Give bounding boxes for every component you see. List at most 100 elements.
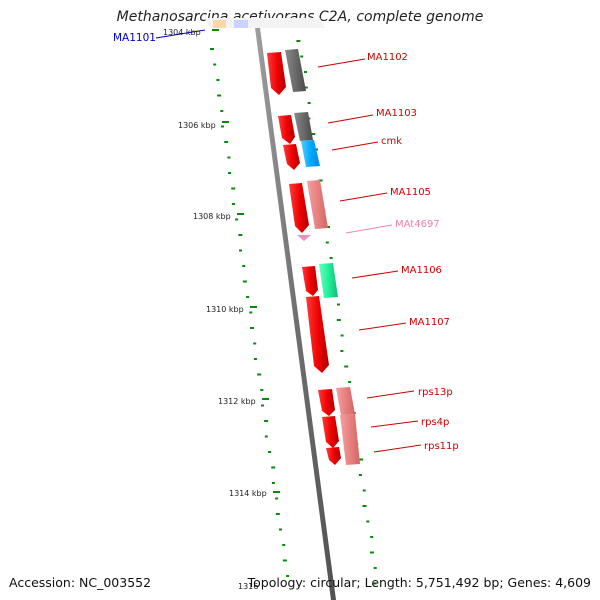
gc-dot <box>264 435 268 438</box>
gc-dot <box>217 94 222 97</box>
gc-dot <box>271 482 275 484</box>
gc-dot <box>271 466 276 469</box>
gc-dot <box>249 311 253 314</box>
gc-dot <box>228 172 231 174</box>
gc-dot <box>227 156 231 159</box>
gene-box-cmk <box>301 140 320 167</box>
tick-mark <box>212 29 219 31</box>
gc-dot <box>282 544 286 546</box>
tick-label-1308: 1308 kbp <box>193 212 231 221</box>
trna-mark-mat4697 <box>297 235 311 241</box>
gc-dot <box>275 497 279 500</box>
gene-label-rps11p: rps11p <box>424 441 459 452</box>
gc-dot <box>369 551 374 554</box>
gc-dot <box>359 458 364 461</box>
genome-backbone <box>255 28 336 600</box>
gc-dot <box>315 148 318 151</box>
gene-label-mat4697: MAt4697 <box>395 219 440 230</box>
gc-content-dots-left <box>210 48 290 577</box>
gene-box-ma1103 <box>294 112 313 141</box>
gene-box-rps4p <box>340 414 360 465</box>
gc-dot <box>261 404 264 407</box>
gene-box-ma1105 <box>307 180 328 229</box>
gc-dot <box>325 241 329 244</box>
gene-arrow-rps13p <box>318 389 335 416</box>
gc-dot <box>224 141 229 143</box>
gc-dot <box>264 420 269 422</box>
tick-label-1312: 1312 kbp <box>218 397 256 406</box>
gc-dot <box>282 559 287 562</box>
label-leader-lines <box>155 29 422 453</box>
gc-dot <box>253 358 257 360</box>
gc-dot <box>296 40 301 42</box>
gc-dot <box>348 381 352 383</box>
gene-label-rps13p: rps13p <box>418 387 453 398</box>
gc-dot <box>242 265 246 267</box>
gc-dot <box>366 520 370 523</box>
gene-label-rps4p: rps4p <box>421 417 449 428</box>
tick-label-1306: 1306 kbp <box>178 121 216 130</box>
gene-segment-blue <box>234 20 248 28</box>
gc-dot <box>242 280 247 283</box>
gc-dot <box>358 474 362 476</box>
gene-label-ma1103: MA1103 <box>376 108 417 119</box>
gc-dot <box>344 365 349 368</box>
gene-arrow-cmk <box>283 144 300 170</box>
gc-dot <box>362 505 367 507</box>
tick-mark <box>273 491 280 493</box>
gene-box-rps13p <box>336 387 355 415</box>
gc-dot <box>250 327 254 329</box>
gc-dot <box>340 350 344 352</box>
gene-label-ma1105: MA1105 <box>390 187 431 198</box>
gc-dot <box>329 257 333 259</box>
gene-arrow-rps4p <box>322 416 339 448</box>
gc-dot <box>340 334 344 337</box>
tick-mark <box>262 398 269 400</box>
gc-dot <box>337 303 340 306</box>
tick-mark <box>222 121 229 123</box>
gc-dot <box>318 179 323 182</box>
gene-arrow-ma1105 <box>289 183 309 233</box>
gc-dot <box>238 234 243 236</box>
gc-dot <box>275 513 280 515</box>
gc-dot <box>246 296 250 298</box>
gc-dot <box>253 342 257 345</box>
gc-dot <box>326 226 330 228</box>
tick-label-1310: 1310 kbp <box>206 305 244 314</box>
gc-dot <box>231 203 235 205</box>
gc-dot <box>373 582 377 585</box>
scale-ticks <box>212 29 280 493</box>
gc-dot <box>268 451 271 453</box>
gene-label-ma1101: MA1101 <box>113 32 156 44</box>
gene-segment-orange <box>213 20 226 28</box>
tick-label-1316: 1316 <box>238 582 258 591</box>
gc-dot <box>231 187 236 190</box>
gc-dot <box>307 102 311 104</box>
gc-dot <box>336 319 341 321</box>
gc-dot <box>304 71 307 73</box>
gene-label-ma1107: MA1107 <box>409 317 450 328</box>
topology-text: Topology: circular; Length: 5,751,492 bp… <box>247 575 591 590</box>
gc-dot <box>370 536 374 538</box>
gc-dot <box>311 133 316 135</box>
tick-label-1304: 1304 kbp <box>163 28 201 37</box>
gc-dot <box>300 55 304 58</box>
gc-dot <box>213 63 217 66</box>
gc-dot <box>303 86 308 89</box>
gc-dot <box>279 528 282 531</box>
gene-arrow-rps11p <box>326 447 341 465</box>
gene-label-ma1106: MA1106 <box>401 265 442 276</box>
accession-text: Accession: NC_003552 <box>9 575 152 590</box>
tick-mark <box>250 306 257 308</box>
tick-label-1314: 1314 kbp <box>229 489 267 498</box>
gc-dot <box>286 575 290 577</box>
gene-label-ma1102: MA1102 <box>367 52 408 63</box>
gc-dot <box>257 373 262 376</box>
gc-dot <box>239 249 242 252</box>
gene-arrow-ma1102 <box>267 52 286 95</box>
gc-dot <box>362 489 366 492</box>
gc-dot <box>216 79 220 81</box>
gc-dot <box>210 48 214 50</box>
gene-arrow-ma1103 <box>278 115 295 144</box>
gc-dot <box>373 567 377 569</box>
